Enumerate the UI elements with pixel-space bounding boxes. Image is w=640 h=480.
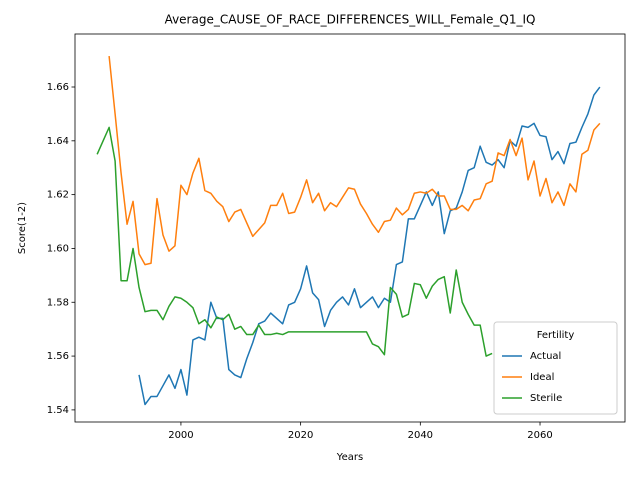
- y-tick-label: 1.58: [47, 297, 69, 308]
- y-tick-label: 1.60: [47, 243, 69, 254]
- y-tick-label: 1.54: [47, 405, 69, 416]
- line-series: [108, 55, 601, 266]
- legend-label: Sterile: [530, 393, 562, 404]
- y-axis-label: Score(1-2): [17, 202, 28, 254]
- legend-label: Ideal: [530, 372, 554, 383]
- x-tick-label: 2040: [408, 430, 433, 441]
- line-series: [96, 126, 493, 357]
- x-tick-label: 2000: [168, 430, 193, 441]
- y-tick-label: 1.56: [47, 351, 69, 362]
- y-tick-label: 1.64: [47, 136, 69, 147]
- y-tick-label: 1.62: [47, 190, 69, 201]
- chart-title: Average_CAUSE_OF_RACE_DIFFERENCES_WILL_F…: [165, 13, 536, 27]
- legend-box: [493, 321, 618, 415]
- x-axis-label: Years: [336, 452, 363, 463]
- line-series: [138, 86, 601, 406]
- legend-label: Actual: [530, 351, 561, 362]
- x-tick-label: 2060: [527, 430, 552, 441]
- plot-frame: [74, 33, 626, 423]
- x-tick-label: 2020: [288, 430, 313, 441]
- legend-title: Fertility: [537, 330, 575, 341]
- y-tick-label: 1.66: [47, 82, 69, 93]
